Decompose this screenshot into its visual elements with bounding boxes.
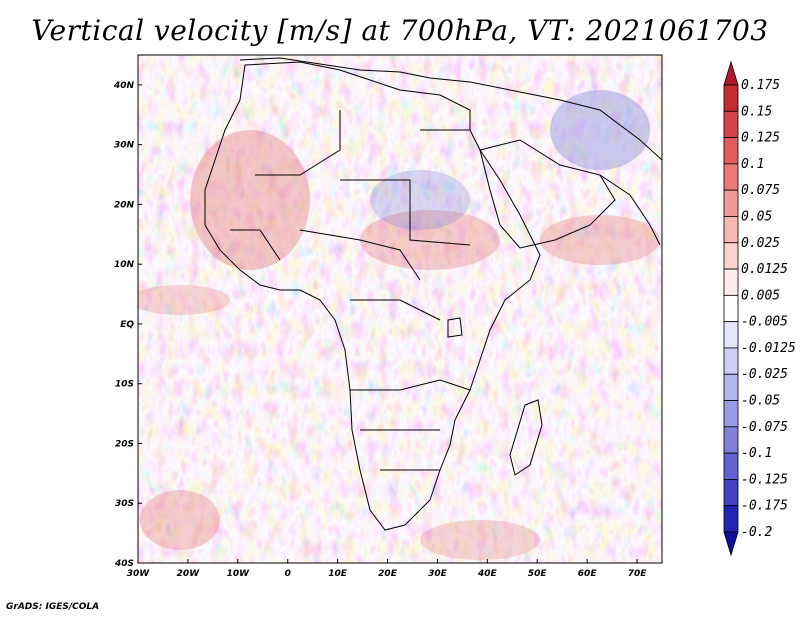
latitude-axis: 40N 30N 20N 10N EQ 10S 20S 30S 40S (113, 81, 142, 569)
colorbar-label: -0.125 (741, 472, 788, 487)
colorbar-label: -0.05 (741, 394, 780, 409)
colorbar-label: 0.025 (741, 236, 780, 251)
colorbar-swatch (723, 268, 739, 296)
colorbar-label: 0.075 (741, 183, 780, 198)
coastlines (204, 57, 662, 531)
colorbar-label: -0.0125 (741, 341, 796, 356)
lon-tick-label: 10W (227, 569, 251, 579)
colorbar-swatch (723, 163, 739, 191)
lon-tick-label: 10E (328, 569, 348, 579)
colorbar-label: -0.175 (741, 499, 788, 514)
lon-tick-label: 60E (578, 569, 598, 579)
colorbar-swatch (723, 137, 739, 165)
colorbar-label: 0.15 (741, 104, 772, 119)
lat-tick-label: 20N (114, 200, 135, 210)
colorbar-swatch (723, 452, 739, 480)
colorbar-top-arrow (723, 60, 739, 86)
colorbar-swatch (723, 505, 739, 533)
chart-title: Vertical velocity [m/s] at 700hPa, VT: 2… (31, 14, 769, 47)
colorbar-label: -0.005 (741, 315, 788, 330)
lon-tick-label: 70E (628, 569, 648, 579)
lat-tick-label: 10S (115, 380, 134, 390)
colorbar-swatch (723, 373, 739, 401)
grads-credit: GrADS: IGES/COLA (6, 602, 100, 612)
colorbar-bottom-arrow (723, 531, 739, 557)
lat-tick-label: 40S (114, 559, 134, 569)
colorbar-swatch (723, 242, 739, 270)
lat-tick-label: 20S (115, 439, 134, 449)
colorbar-swatch (723, 84, 739, 112)
lon-tick-label: 30E (428, 569, 448, 579)
colorbar-swatch (723, 426, 739, 454)
colorbar-label: 0.0125 (741, 262, 788, 277)
lat-tick-label: EQ (120, 320, 134, 330)
lon-tick-label: 50E (528, 569, 548, 579)
colorbar-swatch (723, 400, 739, 428)
lon-tick-label: 20W (177, 569, 201, 579)
colorbar-swatch (723, 347, 739, 375)
colorbar-label: -0.2 (741, 525, 772, 540)
colorbar-swatch (723, 216, 739, 244)
colorbar-swatch (723, 110, 739, 138)
colorbar-label: -0.1 (741, 446, 772, 461)
colorbar-label: 0.125 (741, 131, 780, 146)
lat-tick-label: 40N (113, 81, 135, 91)
lat-tick-label: 30S (115, 499, 134, 509)
colorbar-swatch (723, 321, 739, 349)
lon-tick-label: 30W (127, 569, 151, 579)
lon-tick-label: 0 (285, 569, 291, 579)
colorbar-label: 0.1 (741, 157, 764, 172)
vertical-velocity-field (138, 55, 662, 563)
colorbar-label: 0.175 (741, 78, 780, 93)
longitude-axis: 30W 20W 10W 0 10E 20E 30E 40E 50E 60E 70E (127, 559, 647, 579)
colorbar-swatch (723, 294, 739, 323)
lat-tick-label: 30N (114, 141, 135, 151)
plot-frame (137, 54, 663, 564)
colorbar-label: -0.025 (741, 367, 788, 382)
lon-tick-label: 20E (378, 569, 398, 579)
colorbar: 0.175 0.15 0.125 0.1 0.075 0.05 0.025 0.0125 0.0… (723, 60, 796, 557)
colorbar-swatch (723, 189, 739, 217)
lat-tick-label: 10N (114, 260, 135, 270)
colorbar-label: 0.005 (741, 288, 780, 303)
colorbar-swatch (723, 479, 739, 507)
lon-tick-label: 40E (477, 569, 498, 579)
colorbar-label: -0.075 (741, 420, 788, 435)
colorbar-label: 0.05 (741, 209, 772, 224)
